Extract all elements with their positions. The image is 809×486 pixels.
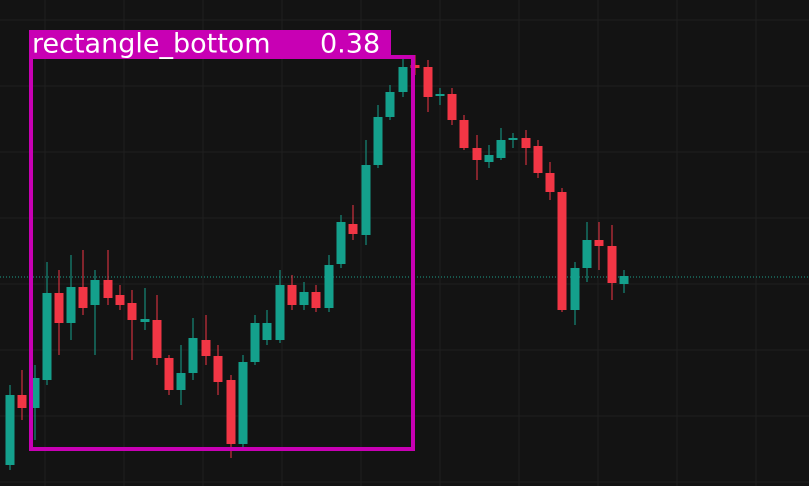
candle-body xyxy=(373,117,383,165)
candle-body xyxy=(533,146,543,173)
candle-body xyxy=(484,155,494,162)
candle-body xyxy=(115,295,125,305)
candle-body xyxy=(545,173,555,192)
detection-label: rectangle_bottom xyxy=(32,29,271,60)
candle-body xyxy=(238,362,248,444)
candle-body xyxy=(103,280,113,298)
candle-body xyxy=(472,148,482,160)
candle-body xyxy=(17,395,27,408)
candle-body xyxy=(90,280,100,305)
candle-body xyxy=(570,268,580,310)
candle-body xyxy=(324,265,334,308)
candle-body xyxy=(557,192,567,310)
candle-body xyxy=(201,340,211,356)
candle-body xyxy=(299,292,309,305)
candle-body xyxy=(30,378,40,408)
candle-body xyxy=(607,246,617,283)
candle-body xyxy=(275,285,285,340)
candle-body xyxy=(42,293,52,380)
candle-body xyxy=(188,338,198,373)
candle-body xyxy=(619,276,629,284)
candle-body xyxy=(152,320,162,358)
candle-body xyxy=(582,240,592,268)
candle-body xyxy=(262,323,272,340)
candle-body xyxy=(213,356,223,382)
candles xyxy=(5,55,629,470)
candle-body xyxy=(164,358,174,390)
candle-body xyxy=(398,67,408,92)
candle-body xyxy=(521,138,531,148)
candle-body xyxy=(361,165,371,235)
candle-body xyxy=(78,287,88,308)
candle-body xyxy=(459,120,469,148)
detection-label-bg xyxy=(29,30,391,58)
candle-body xyxy=(226,380,236,444)
candle-body xyxy=(140,319,150,322)
candle-body xyxy=(127,303,137,320)
candle-body xyxy=(250,323,260,362)
detection-score: 0.38 xyxy=(320,29,380,60)
candle-body xyxy=(508,138,518,140)
candle-body xyxy=(176,373,186,390)
candle-body xyxy=(435,94,445,96)
candle-body xyxy=(594,240,604,246)
candle-body xyxy=(447,94,457,120)
candle-body xyxy=(66,287,76,323)
candle-body xyxy=(336,222,346,264)
candle-body xyxy=(423,67,433,97)
candle-body xyxy=(311,292,321,308)
candle-body xyxy=(496,140,506,158)
candle-body xyxy=(287,285,297,305)
candle-body xyxy=(54,293,64,323)
candle-body xyxy=(385,92,395,117)
candle-body xyxy=(348,224,358,234)
candle-body xyxy=(5,395,15,465)
